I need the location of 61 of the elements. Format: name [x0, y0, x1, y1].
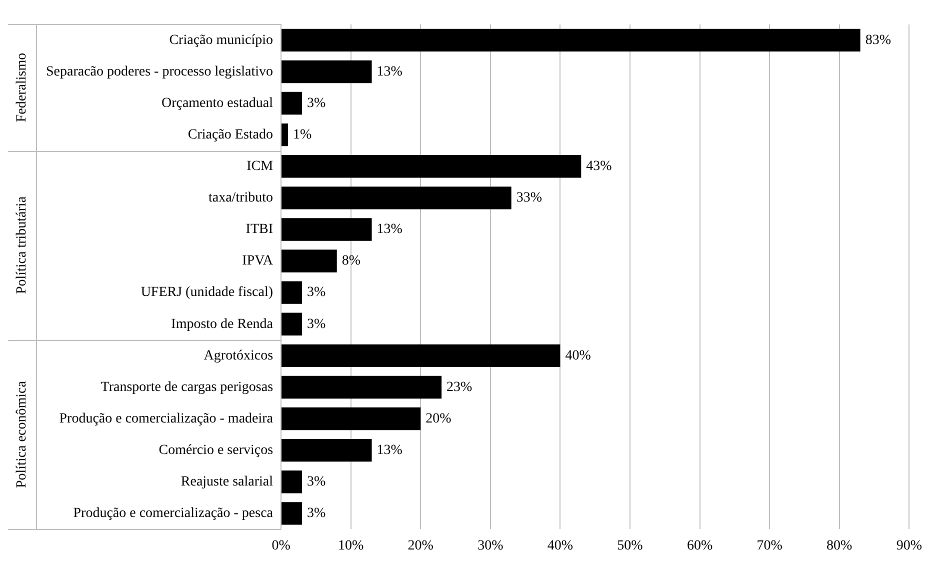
data-label: 13%: [376, 64, 403, 80]
x-tick-label: 40%: [547, 538, 574, 554]
y-tick-label: Imposto de Renda: [171, 316, 274, 332]
x-tick-label: 70%: [756, 538, 783, 554]
y-tick-label: ITBI: [246, 222, 274, 238]
text: Política econômica: [14, 380, 30, 488]
bar: [282, 438, 372, 462]
data-label: 33%: [516, 190, 542, 206]
data-label: 3%: [306, 506, 326, 522]
x-tick-label: 0%: [272, 538, 291, 554]
data-label: 13%: [376, 222, 403, 238]
data-label: 8%: [342, 254, 361, 269]
bar: [282, 470, 302, 494]
x-tick-label: 60%: [686, 538, 713, 554]
y-tick-label: IPVA: [242, 254, 274, 269]
text: Federalismo: [14, 52, 30, 122]
data-label: 3%: [306, 474, 326, 490]
text: Política tributária: [14, 196, 30, 294]
bar: [282, 502, 302, 525]
data-label: 3%: [306, 285, 326, 300]
bar: [282, 123, 288, 146]
y-tick-label: UFERJ (unidade fiscal): [140, 285, 274, 300]
bar: [282, 218, 372, 241]
bar: [282, 281, 302, 304]
y-tick-label: ICM: [246, 159, 274, 174]
y-tick-label: Separacão poderes - processo legislativo: [46, 64, 274, 80]
y-tick-label: Criação município: [169, 32, 274, 48]
bar: [282, 407, 421, 430]
y-tick-label: Reajuste salarial: [180, 474, 274, 490]
bar: [282, 250, 337, 272]
data-label: 1%: [293, 127, 312, 142]
data-label: 13%: [376, 442, 403, 458]
bar: [282, 92, 302, 115]
bar: [282, 155, 582, 178]
x-tick-label: 10%: [338, 538, 364, 554]
data-label: 43%: [586, 159, 612, 174]
x-tick-label: 90%: [896, 538, 922, 554]
y-tick-label: Produção e comercialização - madeira: [59, 411, 274, 426]
bar: [282, 60, 372, 84]
y-tick-label: Agrotóxicos: [204, 348, 274, 364]
x-tick-label: 80%: [826, 538, 853, 554]
y-tick-label: Comércio e serviços: [158, 442, 274, 458]
y-tick-label: Transporte de cargas perigosas: [100, 380, 274, 395]
data-label: 3%: [306, 316, 326, 332]
data-label: 83%: [865, 32, 892, 48]
y-tick-label: Produção e comercialização - pesca: [73, 506, 274, 522]
y-tick-label: Orçamento estadual: [161, 96, 274, 111]
bar: [282, 312, 302, 336]
data-label: 40%: [565, 348, 592, 364]
x-tick-label: 30%: [478, 538, 504, 554]
bar: [282, 28, 860, 52]
data-label: 20%: [426, 411, 452, 426]
bar: [282, 376, 442, 399]
y-tick-label: taxa/tributo: [208, 190, 274, 206]
bar: [282, 344, 560, 368]
bar: [282, 186, 512, 210]
data-label: 3%: [306, 96, 326, 111]
x-tick-label: 50%: [617, 538, 644, 554]
y-tick-label: Criação Estado: [188, 127, 274, 142]
data-label: 23%: [446, 380, 473, 395]
x-tick-label: 20%: [408, 538, 434, 554]
